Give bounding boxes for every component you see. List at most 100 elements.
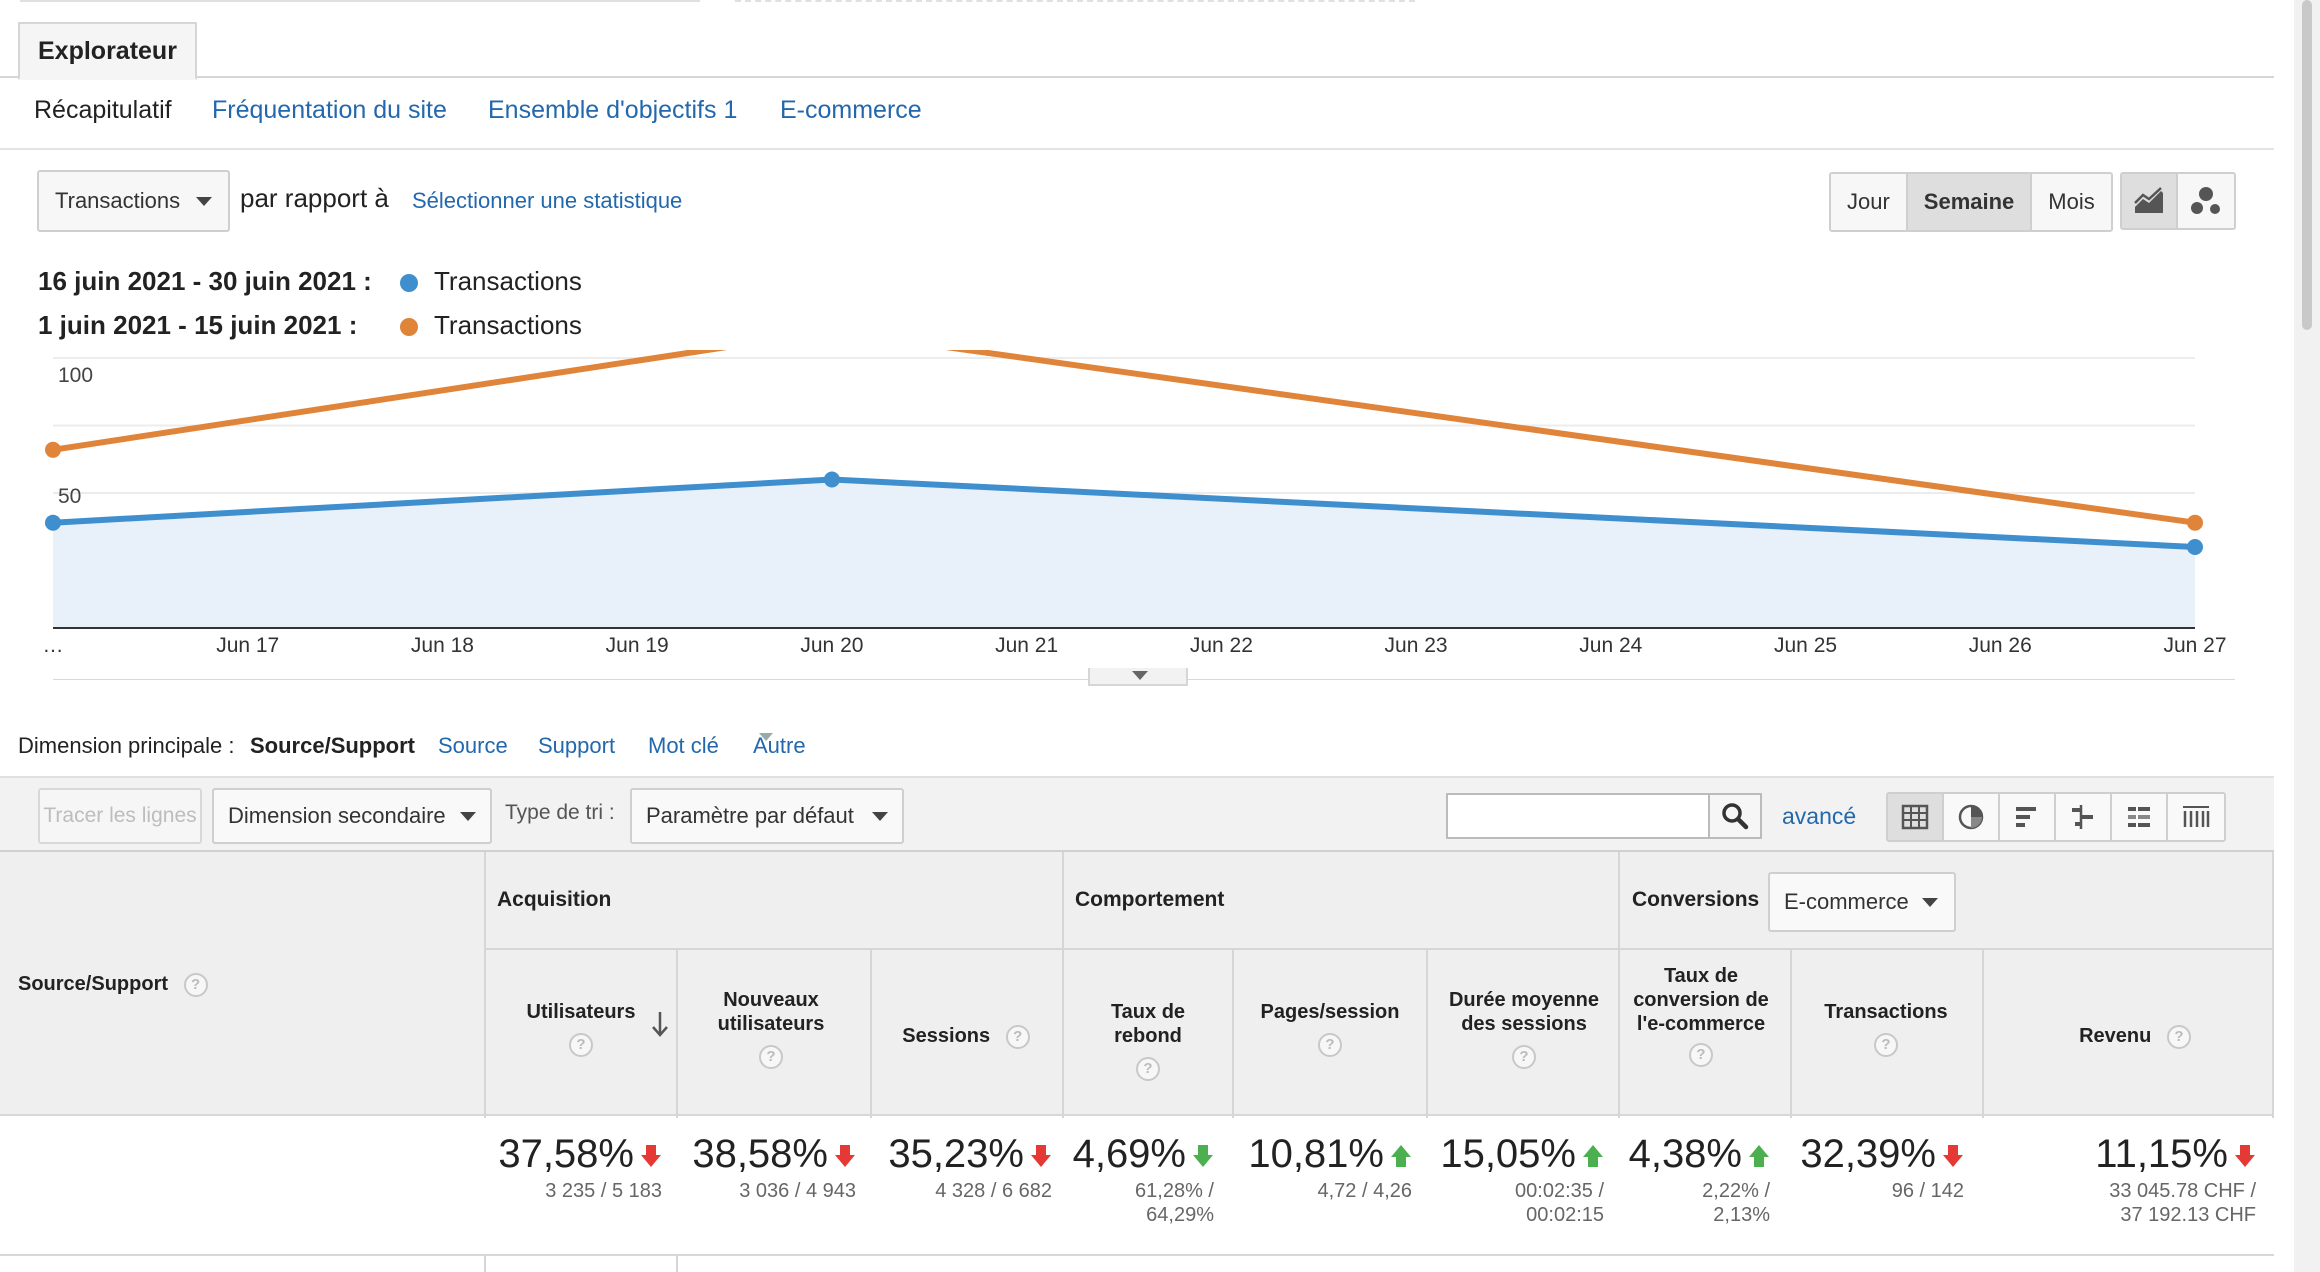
secondary-dimension-dropdown[interactable]: Dimension secondaire (212, 788, 492, 844)
group-conversions: Conversions (1632, 888, 1760, 911)
table-view-selector (1886, 792, 2226, 842)
secondary-dimension-label: Dimension secondaire (228, 803, 446, 828)
scrollbar-thumb[interactable] (2302, 0, 2312, 330)
help-icon[interactable]: ? (1136, 1056, 1160, 1081)
help-icon[interactable]: ? (1689, 1042, 1713, 1067)
subtab-goal-set[interactable]: Ensemble d'objectifs 1 (488, 96, 738, 124)
metric-dropdown[interactable]: Transactions (37, 170, 230, 232)
dimension-source[interactable]: Source (438, 733, 508, 758)
dimension-medium[interactable]: Support (538, 733, 616, 758)
sort-type-dropdown[interactable]: Paramètre par défaut (630, 788, 904, 844)
column-transactions[interactable]: Transactions ? (1796, 1000, 1976, 1057)
column-new-users-label: Nouveaux utilisateurs (717, 989, 825, 1035)
total-comparison: 4,72 / 4,26 (1317, 1180, 1412, 1202)
arrow-up-green-icon (1391, 1145, 1411, 1168)
column-sessions[interactable]: Sessions ? (880, 1024, 1052, 1049)
search-button[interactable] (1708, 793, 1762, 839)
total-comparison: 00:02:35 / (1515, 1180, 1604, 1202)
period-week-button[interactable]: Semaine (1907, 174, 2033, 230)
total-cell: 35,23% 4 328 / 6 682 (872, 1132, 1052, 1203)
page-scrollbar[interactable] (2294, 0, 2320, 1272)
legend-series-current: Transactions (434, 266, 582, 296)
x-tick-label: Jun 20 (800, 634, 863, 657)
sort-descending-icon (652, 1012, 668, 1037)
column-source-medium[interactable]: Source/Support ? (18, 972, 208, 997)
total-percent-change: 38,58% (692, 1132, 828, 1176)
conversions-dropdown-value: E-commerce (1784, 889, 1909, 914)
chart-type-selector (2120, 172, 2236, 230)
column-avg-session-duration[interactable]: Durée moyenne des sessions ? (1436, 988, 1612, 1069)
comparison-view-icon (2072, 805, 2093, 829)
pivot-view-button[interactable] (2112, 794, 2168, 840)
column-users[interactable]: Utilisateurs ? (486, 1000, 676, 1057)
motion-chart-button[interactable] (2178, 174, 2234, 228)
bar-view-button[interactable] (2000, 794, 2056, 840)
dimension-keyword[interactable]: Mot clé (648, 733, 719, 758)
data-point (45, 441, 61, 458)
help-icon[interactable]: ? (1318, 1032, 1342, 1057)
period-day-button[interactable]: Jour (1831, 174, 1908, 230)
data-point (2187, 514, 2203, 531)
help-icon[interactable]: ? (183, 972, 208, 997)
help-icon[interactable]: ? (1005, 1024, 1030, 1049)
help-icon[interactable]: ? (2166, 1024, 2191, 1049)
column-ecommerce-conversion-rate[interactable]: Taux de conversion de l'e-commerce ? (1626, 964, 1776, 1067)
data-table: Acquisition Comportement Conversions E-c… (0, 852, 2274, 1272)
total-comparison: 3 235 / 5 183 (545, 1180, 662, 1202)
total-cell: 37,58% 3 235 / 5 183 (486, 1132, 662, 1203)
chevron-down-icon (1922, 898, 1938, 907)
top-divider (0, 0, 2274, 2)
x-tick-label: Jun 24 (1579, 634, 1642, 657)
tab-explorer[interactable]: Explorateur (18, 22, 197, 80)
line-chart: 50 100 … Jun 17 Jun 18 Jun 19 Jun 20 Jun 21 Jun … (0, 323, 2274, 681)
help-icon[interactable]: ? (759, 1044, 783, 1069)
term-cloud-icon (2183, 806, 2210, 827)
line-chart-icon (2134, 187, 2163, 213)
subtab-bar: Récapitulatif Fréquentation du site Ense… (0, 80, 2274, 150)
x-tick-label: Jun 26 (1969, 634, 2032, 657)
column-revenue[interactable]: Revenu ? (2000, 1024, 2270, 1049)
arrow-up-green-icon (1749, 1145, 1769, 1168)
help-icon[interactable]: ? (1874, 1032, 1898, 1057)
totals-row: 37,58% 3 235 / 5 183 38,58% 3 036 / 4 943 35… (0, 1118, 2274, 1256)
table-view-button[interactable] (1888, 794, 1944, 840)
plot-rows-button[interactable]: Tracer les lignes (38, 788, 202, 844)
column-pages-session-label: Pages/session (1260, 1001, 1400, 1023)
total-cell: 10,81% 4,72 / 4,26 (1234, 1132, 1412, 1203)
column-pages-session[interactable]: Pages/session ? (1240, 1000, 1420, 1057)
subtab-site-usage[interactable]: Fréquentation du site (212, 96, 447, 124)
term-cloud-button[interactable] (2168, 794, 2224, 840)
y-tick-label: 50 (58, 485, 81, 508)
table-view-icon (1901, 804, 1929, 830)
advanced-filter-link[interactable]: avancé (1782, 803, 1857, 829)
help-icon[interactable]: ? (1512, 1044, 1536, 1069)
data-point (823, 471, 840, 488)
comparison-view-button[interactable] (2056, 794, 2112, 840)
total-comparison: 2,22% / (1702, 1180, 1770, 1202)
total-percent-change: 32,39% (1800, 1132, 1936, 1176)
subtab-ecommerce[interactable]: E-commerce (780, 96, 922, 124)
select-metric-link[interactable]: Sélectionner une statistique (412, 188, 683, 213)
period-month-button[interactable]: Mois (2032, 174, 2111, 230)
conversions-dropdown[interactable]: E-commerce (1768, 872, 1956, 932)
column-bounce-rate-label: Taux de rebond (1110, 1001, 1186, 1047)
legend-range-previous: 1 juin 2021 - 15 juin 2021 : (38, 310, 358, 340)
column-avg-session-duration-label: Durée moyenne des sessions (1448, 989, 1600, 1035)
column-ecommerce-conversion-rate-label: Taux de conversion de l'e-commerce (1633, 965, 1769, 1035)
x-tick-label: Jun 21 (995, 634, 1058, 657)
line-chart-button[interactable] (2122, 174, 2178, 228)
pie-view-icon (1958, 804, 1984, 830)
total-percent-change: 4,69% (1072, 1132, 1186, 1176)
data-point (45, 514, 61, 531)
arrow-up-green-icon (1583, 1145, 1603, 1168)
bar-view-icon (2016, 807, 2036, 827)
column-bounce-rate[interactable]: Taux de rebond ? (1078, 1000, 1218, 1081)
total-cell: 4,69% 61,28% /64,29% (1064, 1132, 1214, 1227)
pie-view-button[interactable] (1944, 794, 2000, 840)
help-icon[interactable]: ? (569, 1032, 593, 1057)
subtab-summary[interactable]: Récapitulatif (34, 96, 172, 124)
column-new-users[interactable]: Nouveaux utilisateurs ? (686, 988, 856, 1069)
chart-collapse-handle[interactable] (1088, 668, 1188, 686)
table-search-input[interactable] (1446, 793, 1710, 839)
x-tick-label: Jun 18 (411, 634, 474, 657)
